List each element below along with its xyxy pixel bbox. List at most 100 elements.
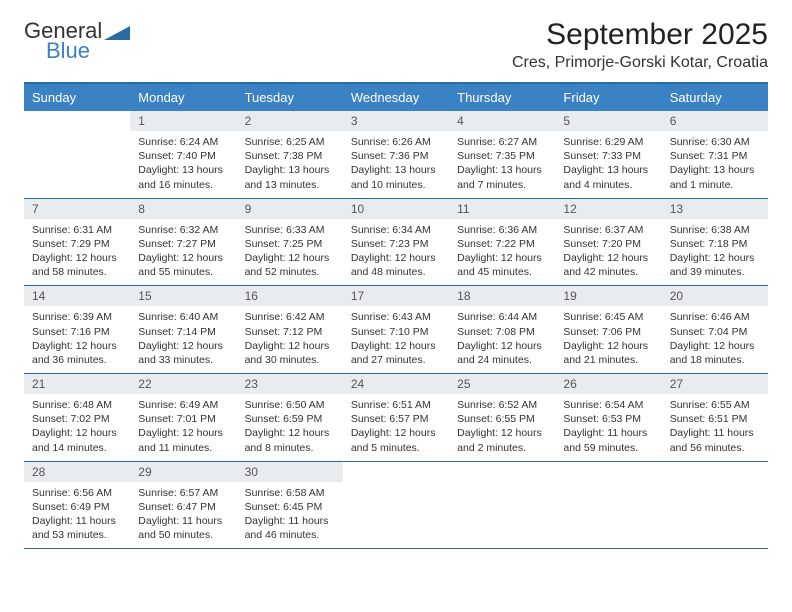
day-body: Sunrise: 6:26 AMSunset: 7:36 PMDaylight:…: [343, 131, 449, 198]
weekday-header: Tuesday: [237, 84, 343, 111]
day-body: Sunrise: 6:32 AMSunset: 7:27 PMDaylight:…: [130, 219, 236, 286]
day-number: 30: [237, 462, 343, 482]
sunrise-text: Sunrise: 6:27 AM: [457, 135, 547, 149]
day-cell: 11Sunrise: 6:36 AMSunset: 7:22 PMDayligh…: [449, 199, 555, 286]
day-number: 7: [24, 199, 130, 219]
location: Cres, Primorje-Gorski Kotar, Croatia: [512, 54, 768, 72]
day-body: Sunrise: 6:57 AMSunset: 6:47 PMDaylight:…: [130, 482, 236, 549]
sunset-text: Sunset: 7:40 PM: [138, 149, 228, 163]
day-body: Sunrise: 6:30 AMSunset: 7:31 PMDaylight:…: [662, 131, 768, 198]
day-cell: 30Sunrise: 6:58 AMSunset: 6:45 PMDayligh…: [237, 462, 343, 549]
sunrise-text: Sunrise: 6:57 AM: [138, 486, 228, 500]
sunrise-text: Sunrise: 6:48 AM: [32, 398, 122, 412]
day-number: 27: [662, 374, 768, 394]
day-number: [449, 462, 555, 468]
day-body: Sunrise: 6:37 AMSunset: 7:20 PMDaylight:…: [555, 219, 661, 286]
day-number: [662, 462, 768, 468]
day-cell: 22Sunrise: 6:49 AMSunset: 7:01 PMDayligh…: [130, 374, 236, 461]
sunrise-text: Sunrise: 6:55 AM: [670, 398, 760, 412]
day-cell: 24Sunrise: 6:51 AMSunset: 6:57 PMDayligh…: [343, 374, 449, 461]
sunset-text: Sunset: 7:12 PM: [245, 325, 335, 339]
sunset-text: Sunset: 7:38 PM: [245, 149, 335, 163]
sunset-text: Sunset: 7:33 PM: [563, 149, 653, 163]
sunset-text: Sunset: 6:55 PM: [457, 412, 547, 426]
day-number: [343, 462, 449, 468]
day-body: Sunrise: 6:54 AMSunset: 6:53 PMDaylight:…: [555, 394, 661, 461]
daylight-text: Daylight: 12 hours and 52 minutes.: [245, 251, 335, 279]
day-number: 20: [662, 286, 768, 306]
day-body: Sunrise: 6:42 AMSunset: 7:12 PMDaylight:…: [237, 306, 343, 373]
sunset-text: Sunset: 7:10 PM: [351, 325, 441, 339]
week-row: 28Sunrise: 6:56 AMSunset: 6:49 PMDayligh…: [24, 462, 768, 550]
day-body: Sunrise: 6:39 AMSunset: 7:16 PMDaylight:…: [24, 306, 130, 373]
day-cell: [24, 111, 130, 198]
sunrise-text: Sunrise: 6:25 AM: [245, 135, 335, 149]
day-cell: 14Sunrise: 6:39 AMSunset: 7:16 PMDayligh…: [24, 286, 130, 373]
sunrise-text: Sunrise: 6:44 AM: [457, 310, 547, 324]
sunrise-text: Sunrise: 6:32 AM: [138, 223, 228, 237]
daylight-text: Daylight: 12 hours and 2 minutes.: [457, 426, 547, 454]
day-number: 5: [555, 111, 661, 131]
daylight-text: Daylight: 13 hours and 7 minutes.: [457, 163, 547, 191]
logo-text-2: Blue: [46, 38, 130, 64]
weekday-header: Wednesday: [343, 84, 449, 111]
sunrise-text: Sunrise: 6:52 AM: [457, 398, 547, 412]
calendar: Sunday Monday Tuesday Wednesday Thursday…: [24, 82, 768, 549]
sunrise-text: Sunrise: 6:42 AM: [245, 310, 335, 324]
daylight-text: Daylight: 12 hours and 14 minutes.: [32, 426, 122, 454]
day-body: Sunrise: 6:44 AMSunset: 7:08 PMDaylight:…: [449, 306, 555, 373]
day-number: 10: [343, 199, 449, 219]
sunset-text: Sunset: 6:45 PM: [245, 500, 335, 514]
daylight-text: Daylight: 13 hours and 10 minutes.: [351, 163, 441, 191]
sunset-text: Sunset: 7:31 PM: [670, 149, 760, 163]
sunset-text: Sunset: 7:35 PM: [457, 149, 547, 163]
daylight-text: Daylight: 12 hours and 42 minutes.: [563, 251, 653, 279]
sunset-text: Sunset: 7:04 PM: [670, 325, 760, 339]
day-body: Sunrise: 6:43 AMSunset: 7:10 PMDaylight:…: [343, 306, 449, 373]
day-body: Sunrise: 6:49 AMSunset: 7:01 PMDaylight:…: [130, 394, 236, 461]
day-number: [24, 111, 130, 117]
day-cell: 13Sunrise: 6:38 AMSunset: 7:18 PMDayligh…: [662, 199, 768, 286]
weekday-row: Sunday Monday Tuesday Wednesday Thursday…: [24, 84, 768, 111]
sunrise-text: Sunrise: 6:58 AM: [245, 486, 335, 500]
day-number: 13: [662, 199, 768, 219]
day-cell: 4Sunrise: 6:27 AMSunset: 7:35 PMDaylight…: [449, 111, 555, 198]
sunset-text: Sunset: 7:22 PM: [457, 237, 547, 251]
day-number: 23: [237, 374, 343, 394]
daylight-text: Daylight: 12 hours and 30 minutes.: [245, 339, 335, 367]
day-body: Sunrise: 6:34 AMSunset: 7:23 PMDaylight:…: [343, 219, 449, 286]
day-body: Sunrise: 6:55 AMSunset: 6:51 PMDaylight:…: [662, 394, 768, 461]
day-body: Sunrise: 6:38 AMSunset: 7:18 PMDaylight:…: [662, 219, 768, 286]
week-row: 14Sunrise: 6:39 AMSunset: 7:16 PMDayligh…: [24, 286, 768, 374]
title-block: September 2025 Cres, Primorje-Gorski Kot…: [512, 18, 768, 72]
sunset-text: Sunset: 6:57 PM: [351, 412, 441, 426]
daylight-text: Daylight: 12 hours and 27 minutes.: [351, 339, 441, 367]
sunset-text: Sunset: 6:53 PM: [563, 412, 653, 426]
sunset-text: Sunset: 6:47 PM: [138, 500, 228, 514]
day-cell: 26Sunrise: 6:54 AMSunset: 6:53 PMDayligh…: [555, 374, 661, 461]
day-number: 26: [555, 374, 661, 394]
day-number: 16: [237, 286, 343, 306]
sunset-text: Sunset: 7:01 PM: [138, 412, 228, 426]
weekday-header: Thursday: [449, 84, 555, 111]
sunset-text: Sunset: 7:08 PM: [457, 325, 547, 339]
day-cell: 19Sunrise: 6:45 AMSunset: 7:06 PMDayligh…: [555, 286, 661, 373]
day-cell: 1Sunrise: 6:24 AMSunset: 7:40 PMDaylight…: [130, 111, 236, 198]
day-body: Sunrise: 6:29 AMSunset: 7:33 PMDaylight:…: [555, 131, 661, 198]
day-body: Sunrise: 6:33 AMSunset: 7:25 PMDaylight:…: [237, 219, 343, 286]
daylight-text: Daylight: 12 hours and 36 minutes.: [32, 339, 122, 367]
sunset-text: Sunset: 7:02 PM: [32, 412, 122, 426]
sunrise-text: Sunrise: 6:31 AM: [32, 223, 122, 237]
daylight-text: Daylight: 13 hours and 13 minutes.: [245, 163, 335, 191]
header: General Blue September 2025 Cres, Primor…: [24, 18, 768, 72]
day-body: Sunrise: 6:56 AMSunset: 6:49 PMDaylight:…: [24, 482, 130, 549]
daylight-text: Daylight: 12 hours and 33 minutes.: [138, 339, 228, 367]
day-number: 11: [449, 199, 555, 219]
day-cell: 28Sunrise: 6:56 AMSunset: 6:49 PMDayligh…: [24, 462, 130, 549]
sunset-text: Sunset: 7:18 PM: [670, 237, 760, 251]
day-cell: 17Sunrise: 6:43 AMSunset: 7:10 PMDayligh…: [343, 286, 449, 373]
day-number: 6: [662, 111, 768, 131]
daylight-text: Daylight: 13 hours and 4 minutes.: [563, 163, 653, 191]
day-cell: [449, 462, 555, 549]
day-body: Sunrise: 6:45 AMSunset: 7:06 PMDaylight:…: [555, 306, 661, 373]
